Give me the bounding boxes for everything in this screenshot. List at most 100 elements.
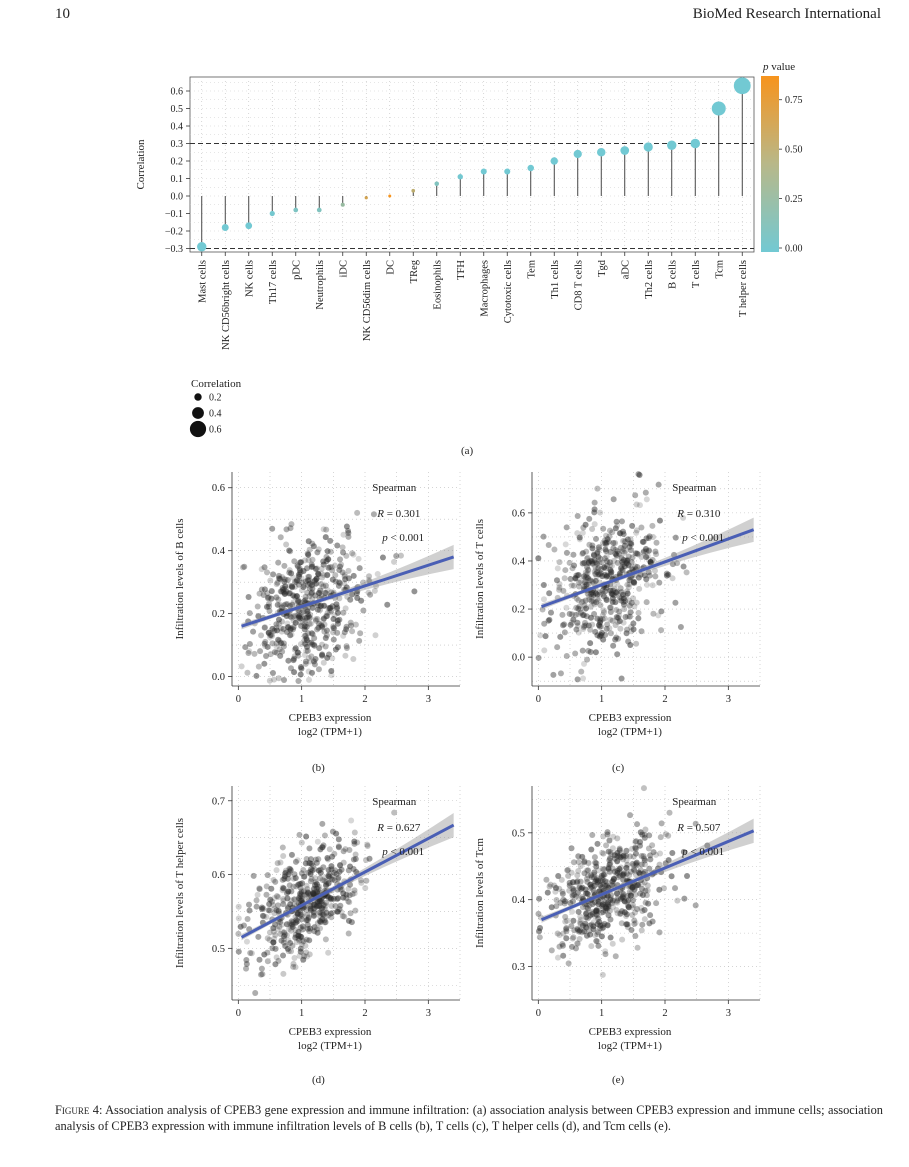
scatter-point bbox=[320, 526, 327, 533]
scatter-point bbox=[613, 606, 620, 613]
scatter-point bbox=[600, 850, 607, 857]
scatter-point bbox=[278, 937, 285, 944]
scatter-point bbox=[614, 895, 621, 902]
scatter-point bbox=[669, 561, 676, 568]
scatter-point bbox=[652, 548, 659, 555]
scatter-point bbox=[357, 630, 364, 637]
scatter-point bbox=[644, 887, 651, 894]
x-tick-label: Cytotoxic cells bbox=[503, 260, 514, 323]
scatter-point bbox=[312, 581, 319, 588]
scatter-point bbox=[277, 652, 284, 659]
stat-r: R = 0.301 bbox=[376, 508, 420, 520]
scatter-point bbox=[323, 899, 330, 906]
scatter-point bbox=[358, 597, 365, 604]
scatter-point bbox=[610, 545, 617, 552]
scatter-point bbox=[669, 575, 676, 582]
scatter-point bbox=[594, 931, 601, 938]
scatter-point bbox=[321, 628, 328, 635]
scatter-point bbox=[561, 629, 568, 636]
lollipop-point bbox=[504, 168, 511, 175]
scatter-point bbox=[327, 537, 334, 544]
scatter-point bbox=[606, 869, 613, 876]
scatter-point bbox=[583, 548, 590, 555]
scatter-point bbox=[614, 897, 621, 904]
caption-label: Figure 4: bbox=[55, 1103, 103, 1117]
scatter-point bbox=[310, 891, 317, 898]
scatter-point bbox=[660, 885, 667, 892]
scatter-point bbox=[613, 872, 620, 879]
scatter-point bbox=[626, 872, 633, 879]
scatter-point bbox=[276, 923, 283, 930]
color-legend-title-italic: p bbox=[762, 61, 769, 73]
scatter-point bbox=[589, 901, 596, 908]
scatter-point bbox=[305, 573, 312, 580]
scatter-point bbox=[638, 904, 645, 911]
color-bar bbox=[761, 76, 779, 252]
scatter-point bbox=[603, 625, 610, 632]
x-tick-label: pDC bbox=[291, 260, 302, 280]
scatter-point bbox=[314, 626, 321, 633]
y-tick-label: 0.0 bbox=[512, 653, 525, 664]
scatter-point bbox=[554, 565, 561, 572]
scatter-point bbox=[290, 875, 297, 882]
scatter-point bbox=[620, 556, 627, 563]
scatter-point bbox=[334, 644, 341, 651]
scatter-point bbox=[267, 632, 274, 639]
scatter-point bbox=[610, 903, 617, 910]
scatter-point bbox=[305, 914, 312, 921]
scatter-point bbox=[310, 889, 317, 896]
scatter-point bbox=[599, 590, 606, 597]
scatter-point bbox=[323, 879, 330, 886]
scatter-point bbox=[568, 869, 575, 876]
scatter-point bbox=[616, 594, 623, 601]
scatter-point bbox=[235, 948, 242, 955]
scatter-point bbox=[614, 835, 621, 842]
scatter-point bbox=[574, 622, 581, 629]
scatter-point bbox=[595, 942, 602, 949]
scatter-point bbox=[546, 616, 553, 623]
size-legend-label: 0.4 bbox=[209, 409, 222, 420]
scatter-point bbox=[391, 809, 398, 816]
scatter-point bbox=[539, 606, 546, 613]
scatter-point bbox=[336, 868, 343, 875]
scatter-point bbox=[264, 872, 271, 879]
regression-line bbox=[241, 555, 455, 628]
scatter-point bbox=[599, 540, 606, 547]
lollipop-point bbox=[340, 202, 345, 207]
scatter-point bbox=[671, 551, 678, 558]
scatter-point bbox=[296, 578, 303, 585]
scatter-point bbox=[653, 551, 660, 558]
color-legend-title-rest: value bbox=[769, 61, 796, 73]
scatter-point bbox=[540, 533, 547, 540]
scatter-point bbox=[642, 887, 649, 894]
scatter-point bbox=[607, 895, 614, 902]
scatter-point bbox=[356, 565, 363, 572]
scatter-point bbox=[576, 536, 583, 543]
scatter-point bbox=[559, 940, 566, 947]
scatter-point bbox=[301, 873, 308, 880]
scatter-point bbox=[300, 956, 307, 963]
x-tick-label: Tem bbox=[526, 260, 537, 279]
scatter-point bbox=[584, 905, 591, 912]
panel-label-c: (c) bbox=[612, 762, 625, 774]
scatter-point bbox=[581, 858, 588, 865]
scatter-point bbox=[638, 927, 645, 934]
scatter-point bbox=[366, 855, 373, 862]
scatter-point bbox=[594, 569, 601, 576]
scatter-point bbox=[364, 843, 371, 850]
scatter-point bbox=[343, 623, 350, 630]
scatter-point bbox=[327, 910, 334, 917]
scatter-point bbox=[605, 538, 612, 545]
scatter-point bbox=[596, 571, 603, 578]
scatter-point bbox=[584, 555, 591, 562]
scatter-point bbox=[612, 622, 619, 629]
scatter-point bbox=[607, 566, 614, 573]
scatter-point bbox=[324, 571, 331, 578]
scatter-point bbox=[322, 534, 329, 541]
scatter-point bbox=[586, 596, 593, 603]
lollipop-point bbox=[434, 181, 440, 187]
scatter-point bbox=[704, 842, 711, 849]
scatter-points bbox=[235, 809, 398, 997]
scatter-point bbox=[630, 853, 637, 860]
scatter-point bbox=[614, 588, 621, 595]
